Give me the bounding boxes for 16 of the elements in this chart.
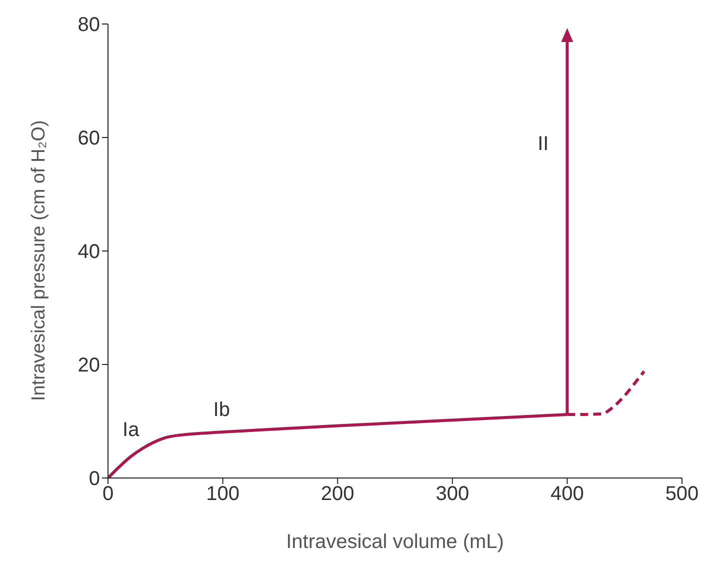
x-tick-label: 400 bbox=[550, 483, 584, 506]
y-tick-label: 20 bbox=[78, 354, 100, 377]
annotation: II bbox=[538, 132, 549, 155]
series-label: Ib bbox=[213, 399, 230, 422]
y-tick-label: 0 bbox=[88, 468, 100, 490]
series-label: Ia bbox=[122, 418, 140, 441]
y-tick-label: 80 bbox=[78, 14, 100, 36]
x-tick-label: 200 bbox=[320, 483, 354, 506]
x-tick-label: 500 bbox=[665, 483, 699, 506]
x-tick-label: 300 bbox=[436, 483, 470, 506]
x-tick-label: 100 bbox=[206, 483, 240, 506]
x-axis-title: Intravesical volume (mL) bbox=[286, 531, 504, 553]
y-axis-title: Intravesical pressure (cm of H₂O) bbox=[28, 120, 50, 401]
x-tick-label: 0 bbox=[102, 483, 114, 506]
y-tick-label: 40 bbox=[78, 241, 100, 264]
y-tick-label: 60 bbox=[78, 128, 100, 150]
